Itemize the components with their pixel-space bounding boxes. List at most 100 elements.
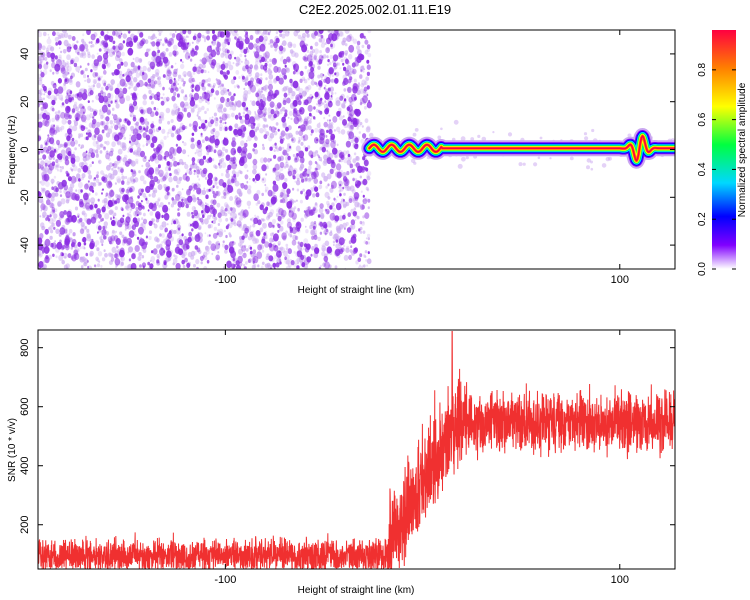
spectrogram-noise-point <box>88 174 93 180</box>
spectrogram-noise-point <box>221 110 224 114</box>
spectrogram-noise-point <box>203 39 207 43</box>
spectrogram-noise-point <box>220 52 225 58</box>
spectrogram-noise-point <box>174 62 177 65</box>
spectrogram-noise-point <box>144 168 151 176</box>
spectrogram-noise-point <box>166 264 169 267</box>
spectrogram-noise-point <box>311 235 315 240</box>
spectrogram-noise-point <box>356 215 360 220</box>
spectrogram-noise-point <box>111 167 114 171</box>
spectrogram-noise-point <box>274 48 278 52</box>
spectrogram-noise-point <box>221 243 226 248</box>
spectrogram-noise-point <box>161 221 167 228</box>
spectrogram-noise-point <box>185 203 189 209</box>
spectrogram-noise-point <box>66 54 71 61</box>
spectrogram-noise-point <box>264 241 270 248</box>
spectrogram-noise-point <box>58 47 61 50</box>
spectrogram-noise-point <box>123 61 128 67</box>
spectrogram-noise-point <box>117 132 123 140</box>
spectrogram-noise-point <box>330 161 336 169</box>
spectrogram-noise-point <box>287 248 292 255</box>
spectrogram-noise-point <box>142 205 145 210</box>
spectrogram-noise-point <box>38 150 41 155</box>
spectrogram-noise-point <box>47 218 51 222</box>
spectrogram-noise-point <box>100 115 104 120</box>
spectrogram-noise-point <box>236 223 239 226</box>
spectrogram-noise-point <box>189 167 192 171</box>
spectrogram-noise-point <box>583 132 588 136</box>
spectrogram-noise-point <box>102 173 106 177</box>
spectrogram-noise-point <box>154 236 159 242</box>
spectrogram-noise-point <box>119 118 122 123</box>
spectrogram-noise-point <box>46 61 49 65</box>
spectrogram-noise-point <box>166 99 169 102</box>
spectrogram-noise-point <box>199 255 204 262</box>
spectrogram-noise-point <box>54 114 60 121</box>
spectrogram-noise-point <box>362 156 366 161</box>
snr-y-tick-label: 800 <box>19 339 31 357</box>
spectrogram-noise-point <box>52 253 55 257</box>
spectrogram-noise-point <box>314 161 317 164</box>
spectrogram-noise-point <box>326 221 332 228</box>
spectrogram-noise-point <box>296 97 300 101</box>
spectrogram-noise-point <box>51 117 55 123</box>
spectrogram-noise-point <box>138 170 141 174</box>
spectrogram-noise-point <box>267 189 273 197</box>
spectrogram-noise-point <box>95 256 99 262</box>
snr-x-tick-label: -100 <box>214 574 236 586</box>
spectrogram-noise-point <box>324 261 330 269</box>
spectrogram-noise-point <box>339 193 342 197</box>
spectrogram-noise-point <box>221 113 228 121</box>
spectrogram-noise-point <box>218 123 223 129</box>
spectrogram-noise-point <box>319 203 324 209</box>
spectrogram-noise-point <box>171 125 176 131</box>
spectrogram-noise-point <box>95 141 99 145</box>
spectrogram-noise-point <box>159 247 166 256</box>
spectrogram-noise-point <box>43 215 46 219</box>
spectrogram-noise-point <box>184 52 191 60</box>
spectrogram-noise-point <box>106 62 111 68</box>
spectrogram-noise-point <box>327 59 330 63</box>
spectrogram-noise-point <box>138 125 142 130</box>
spectrogram-noise-point <box>243 163 248 169</box>
spectrogram-noise-point <box>54 63 61 72</box>
spectrogram-noise-point <box>225 169 229 174</box>
spectrogram-noise-point <box>350 124 354 130</box>
spectrogram-noise-point <box>162 86 165 91</box>
spectrogram-noise-point <box>300 136 304 140</box>
spectrogram-noise-point <box>349 163 354 169</box>
spectrogram-noise-point <box>354 196 359 202</box>
spectrogram-noise-point <box>108 252 112 257</box>
spectrogram-noise-point <box>295 199 298 202</box>
spectrogram-noise-point <box>197 32 202 39</box>
spectrogram-noise-point <box>42 97 46 101</box>
spectrogram-noise-point <box>224 244 229 250</box>
spectrogram-noise-point <box>168 153 173 160</box>
spectrogram-noise-point <box>314 247 320 255</box>
spectrogram-noise-point <box>84 43 89 50</box>
spectrogram-noise-point <box>77 241 82 247</box>
spectrogram-noise-point <box>218 243 221 246</box>
spectrogram-noise-point <box>359 253 363 258</box>
spectrogram-noise-point <box>160 100 165 106</box>
spectrogram-noise-point <box>95 244 98 248</box>
spectrogram-noise-point <box>153 106 157 111</box>
spectrogram-noise-point <box>333 67 336 71</box>
spectrogram-noise-point <box>189 105 193 109</box>
spectrogram-noise-point <box>118 34 122 39</box>
spectrogram-noise-point <box>96 52 99 55</box>
spectrogram-noise-point <box>108 150 114 157</box>
spectrogram-noise-point <box>286 188 291 195</box>
spectrogram-noise-point <box>181 198 184 202</box>
spectrogram-noise-point <box>364 197 368 202</box>
spectrogram-noise-point <box>224 207 228 212</box>
spectrogram-noise-point <box>273 154 277 159</box>
spectrogram-noise-point <box>274 146 278 150</box>
spectrogram-noise-point <box>65 191 71 199</box>
spectrogram-noise-point <box>206 259 210 264</box>
spectrogram-noise-point <box>261 249 265 253</box>
spectrogram-noise-point <box>157 76 161 81</box>
spectrogram-noise-point <box>108 209 113 215</box>
spectrogram-noise-point <box>368 99 371 103</box>
spectrogram-noise-point <box>318 207 324 214</box>
